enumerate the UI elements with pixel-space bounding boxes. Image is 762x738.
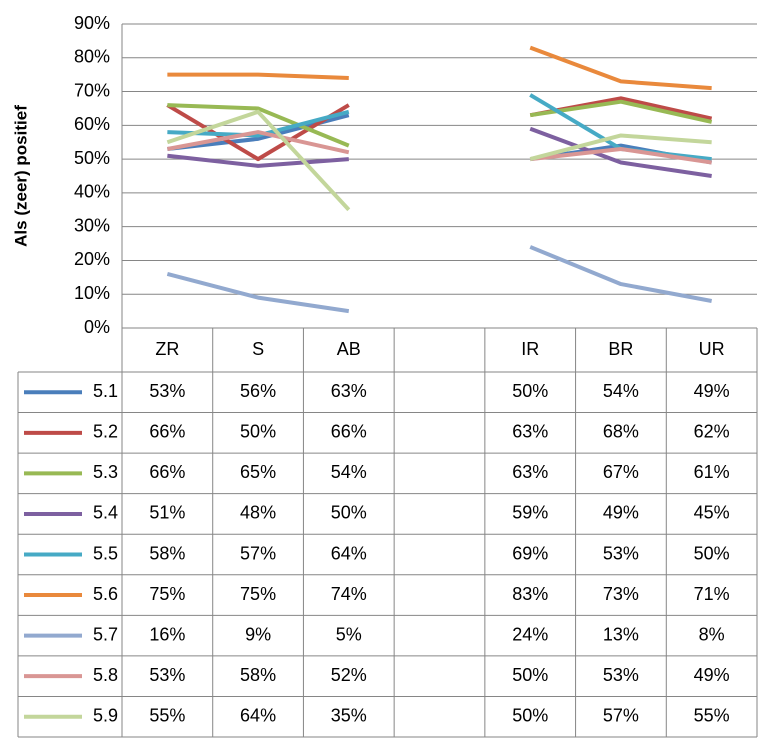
table-value: 50% <box>512 665 548 685</box>
table-value: 83% <box>512 584 548 604</box>
table-value: 66% <box>331 422 367 442</box>
table-value: 49% <box>603 503 639 523</box>
table-value: 66% <box>149 422 185 442</box>
table-value: 50% <box>331 503 367 523</box>
table-value: 69% <box>512 543 548 563</box>
y-tick-label: 0% <box>84 317 110 337</box>
table-value: 59% <box>512 503 548 523</box>
table-value: 50% <box>694 543 730 563</box>
x-tick-label: BR <box>608 339 633 359</box>
table-value: 57% <box>603 705 639 725</box>
table-value: 48% <box>240 503 276 523</box>
table-value: 9% <box>245 624 271 644</box>
table-value: 71% <box>694 584 730 604</box>
table-value: 53% <box>149 665 185 685</box>
table-value: 75% <box>149 584 185 604</box>
table-value: 54% <box>331 462 367 482</box>
y-tick-label: 40% <box>74 182 110 202</box>
table-value: 8% <box>699 624 725 644</box>
series-line <box>166 109 712 212</box>
x-tick-label: S <box>252 339 264 359</box>
table-value: 63% <box>331 381 367 401</box>
y-tick-label: 60% <box>74 114 110 134</box>
table-value: 52% <box>331 665 367 685</box>
series-line <box>167 126 712 178</box>
y-tick-label: 70% <box>74 80 110 100</box>
y-tick-label: 50% <box>74 148 110 168</box>
table-value: 62% <box>694 422 730 442</box>
legend-label: 5.5 <box>93 543 118 563</box>
table-value: 64% <box>240 705 276 725</box>
legend-label: 5.1 <box>93 381 118 401</box>
y-tick-label: 80% <box>74 47 110 67</box>
table-value: 64% <box>331 543 367 563</box>
y-tick-label: 90% <box>74 13 110 33</box>
y-tick-label: 20% <box>74 249 110 269</box>
x-tick-label: IR <box>521 339 539 359</box>
x-tick-label: AB <box>337 339 361 359</box>
legend-label: 5.6 <box>93 584 118 604</box>
x-tick-label: ZR <box>155 339 179 359</box>
table-value: 53% <box>603 665 639 685</box>
legend-label: 5.7 <box>93 624 118 644</box>
legend-label: 5.9 <box>93 705 118 725</box>
series-line <box>166 130 712 165</box>
table-value: 65% <box>240 462 276 482</box>
table-value: 63% <box>512 422 548 442</box>
table-value: 75% <box>240 584 276 604</box>
table-value: 63% <box>512 462 548 482</box>
table-value: 45% <box>694 503 730 523</box>
legend-label: 5.3 <box>93 462 118 482</box>
table-value: 73% <box>603 584 639 604</box>
legend-label: 5.2 <box>93 422 118 442</box>
table-value: 13% <box>603 624 639 644</box>
table-value: 54% <box>603 381 639 401</box>
table-value: 50% <box>512 381 548 401</box>
x-tick-label: UR <box>699 339 725 359</box>
table-value: 50% <box>240 422 276 442</box>
legend-label: 5.8 <box>93 665 118 685</box>
table-value: 68% <box>603 422 639 442</box>
table-value: 66% <box>149 462 185 482</box>
legend-label: 5.4 <box>93 503 118 523</box>
series-line <box>167 45 712 91</box>
table-value: 49% <box>694 381 730 401</box>
table-value: 24% <box>512 624 548 644</box>
table-value: 55% <box>694 705 730 725</box>
table-value: 5% <box>336 624 362 644</box>
table-value: 56% <box>240 381 276 401</box>
y-tick-label: 30% <box>74 215 110 235</box>
table-value: 49% <box>694 665 730 685</box>
table-value: 55% <box>149 705 185 725</box>
table-value: 67% <box>603 462 639 482</box>
table-value: 51% <box>149 503 185 523</box>
table-value: 16% <box>149 624 185 644</box>
table-value: 57% <box>240 543 276 563</box>
table-value: 58% <box>240 665 276 685</box>
table-value: 53% <box>603 543 639 563</box>
table-value: 61% <box>694 462 730 482</box>
table-value: 74% <box>331 584 367 604</box>
table-value: 35% <box>331 705 367 725</box>
y-axis-label: Als (zeer) positief <box>11 105 30 247</box>
table-value: 50% <box>512 705 548 725</box>
y-tick-label: 10% <box>74 283 110 303</box>
series-line <box>166 245 713 314</box>
table-value: 53% <box>149 381 185 401</box>
table-value: 58% <box>149 543 185 563</box>
